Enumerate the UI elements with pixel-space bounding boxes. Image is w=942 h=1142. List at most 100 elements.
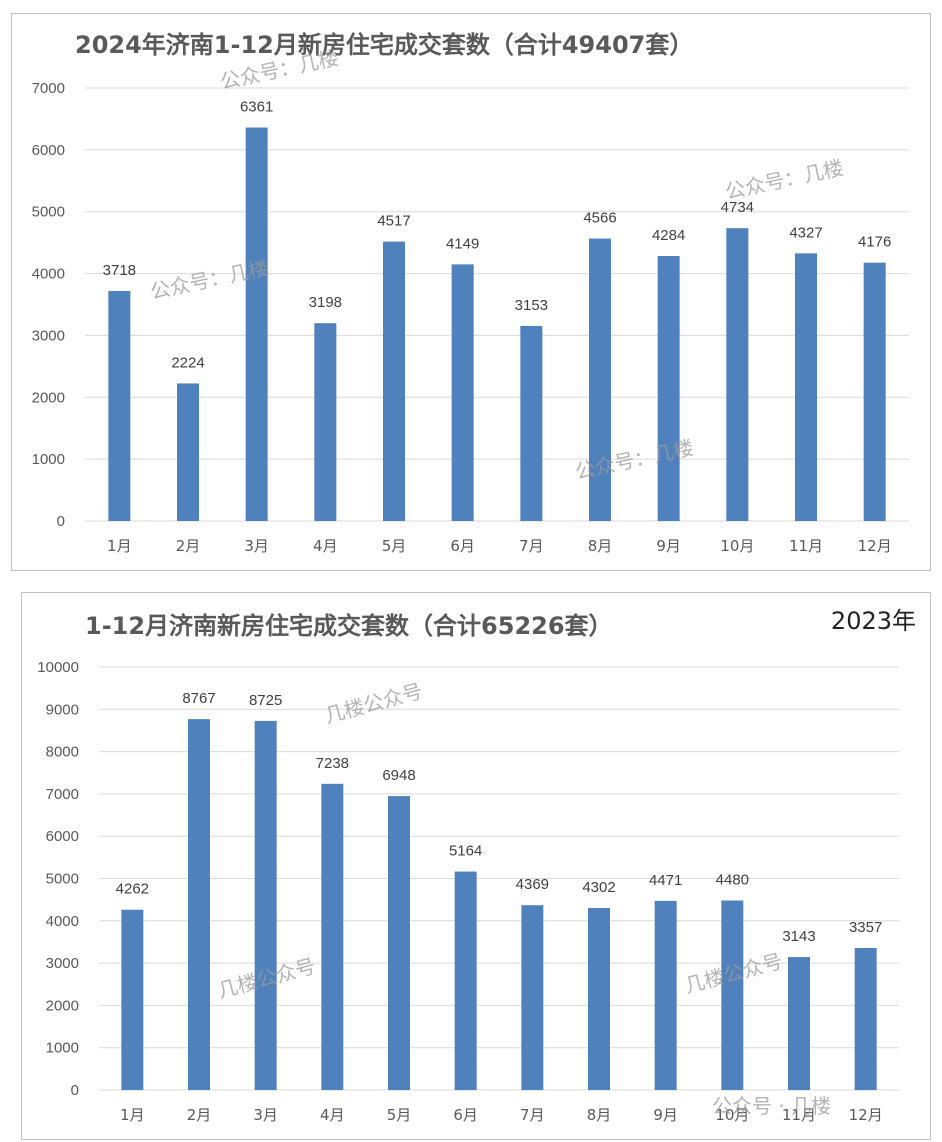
x-tick-label: 2月 xyxy=(187,1106,212,1124)
bar xyxy=(254,720,277,1090)
x-tick-label: 7月 xyxy=(519,537,544,555)
x-tick-label: 5月 xyxy=(387,1106,412,1124)
data-label: 4566 xyxy=(583,210,616,227)
data-label: 8725 xyxy=(249,692,282,709)
bar xyxy=(177,383,199,521)
x-tick-label: 12月 xyxy=(858,537,892,555)
data-label: 3153 xyxy=(515,297,548,314)
bar xyxy=(788,957,810,1090)
x-tick-label: 8月 xyxy=(588,537,613,555)
bar xyxy=(108,291,131,521)
data-label: 4480 xyxy=(716,871,749,888)
data-label: 8767 xyxy=(182,690,215,707)
data-label: 6948 xyxy=(382,767,415,784)
data-label: 4284 xyxy=(652,227,685,244)
chart-title: 1-12月济南新房住宅成交套数（合计65226套） xyxy=(85,612,613,640)
x-tick-label: 12月 xyxy=(849,1106,883,1124)
bar-chart-2024: 0 1000 2000 3000 4000 5000 6000 7000 3718 1月 2224 2… xyxy=(32,45,909,555)
bar xyxy=(795,253,817,521)
y-tick-label: 7000 xyxy=(46,786,79,803)
data-label: 3198 xyxy=(309,294,342,311)
chart-panel-2023: 1-12月济南新房住宅成交套数（合计65226套） 2023年 0 1000 200… xyxy=(21,592,931,1140)
y-tick-label: 7000 xyxy=(32,80,65,97)
bar xyxy=(388,796,410,1090)
x-tick-label: 8月 xyxy=(587,1106,612,1124)
x-tick-label: 3月 xyxy=(253,1106,278,1124)
bar xyxy=(657,256,680,521)
bar xyxy=(521,905,544,1090)
watermark-text: 公众号：几楼 xyxy=(218,45,340,93)
data-label: 7238 xyxy=(316,755,349,772)
data-label: 4734 xyxy=(721,199,754,216)
bar xyxy=(321,783,344,1090)
y-tick-label: 4000 xyxy=(46,913,79,930)
x-tick-label: 10月 xyxy=(720,537,754,555)
watermark-text: 公众号 · 几楼 xyxy=(712,1094,831,1118)
x-tick-label: 11月 xyxy=(782,1106,816,1124)
data-label: 4369 xyxy=(516,876,549,893)
y-tick-label: 0 xyxy=(57,513,65,530)
x-tick-label: 10月 xyxy=(715,1106,749,1124)
bar-chart-2023: 0 1000 2000 3000 4000 5000 6000 7000 8000 9000 100… xyxy=(37,659,899,1124)
y-tick-label: 4000 xyxy=(32,266,65,283)
data-label: 2224 xyxy=(171,354,204,371)
y-tick-label: 0 xyxy=(71,1082,79,1099)
y-tick-label: 9000 xyxy=(46,701,79,718)
data-label: 4149 xyxy=(446,235,479,252)
x-tick-label: 1月 xyxy=(120,1106,145,1124)
data-label: 3143 xyxy=(782,928,815,945)
x-tick-label: 9月 xyxy=(653,1106,678,1124)
x-tick-label: 4月 xyxy=(320,1106,345,1124)
x-tick-label: 7月 xyxy=(520,1106,545,1124)
chart-panel-2024: 2024年济南1-12月新房住宅成交套数（合计49407套） 0 1000 2000… xyxy=(11,13,931,571)
x-tick-label: 9月 xyxy=(656,537,681,555)
x-tick-label: 6月 xyxy=(450,537,475,555)
bar xyxy=(520,325,543,521)
bar xyxy=(589,238,611,521)
x-tick-label: 5月 xyxy=(382,537,407,555)
x-tick-label: 4月 xyxy=(313,537,338,555)
bar xyxy=(863,262,886,521)
data-label: 3718 xyxy=(103,262,136,279)
data-label: 4262 xyxy=(116,881,149,898)
x-tick-label: 11月 xyxy=(789,537,823,555)
bar xyxy=(654,900,677,1090)
data-label: 4176 xyxy=(858,234,891,251)
bar xyxy=(454,871,477,1090)
x-tick-label: 2月 xyxy=(176,537,201,555)
y-tick-label: 1000 xyxy=(32,451,65,468)
y-tick-label: 6000 xyxy=(32,142,65,159)
x-tick-label: 6月 xyxy=(453,1106,478,1124)
data-label: 5164 xyxy=(449,843,482,860)
bar xyxy=(383,241,405,521)
x-tick-label: 1月 xyxy=(107,537,132,555)
chart-title: 2024年济南1-12月新房住宅成交套数（合计49407套） xyxy=(75,31,694,59)
bar xyxy=(314,323,337,521)
year-label: 2023年 xyxy=(830,607,916,635)
y-tick-label: 5000 xyxy=(32,204,65,221)
y-tick-label: 6000 xyxy=(46,828,79,845)
y-tick-label: 5000 xyxy=(46,871,79,888)
y-tick-label: 10000 xyxy=(37,659,79,676)
data-label: 4517 xyxy=(377,213,410,230)
data-label: 3357 xyxy=(849,919,882,936)
x-tick-label: 3月 xyxy=(244,537,269,555)
bar xyxy=(451,264,474,521)
y-tick-label: 1000 xyxy=(46,1040,79,1057)
bar xyxy=(245,127,268,522)
bar xyxy=(721,900,744,1090)
y-tick-label: 3000 xyxy=(46,955,79,972)
y-tick-label: 3000 xyxy=(32,327,65,344)
data-label: 4327 xyxy=(789,224,822,241)
bar xyxy=(726,228,749,522)
bar xyxy=(588,908,610,1090)
data-label: 6361 xyxy=(240,99,273,116)
bar xyxy=(188,719,210,1090)
data-label: 4471 xyxy=(649,872,682,889)
bar xyxy=(854,947,877,1090)
y-tick-label: 2000 xyxy=(32,389,65,406)
bar xyxy=(121,909,144,1090)
y-tick-label: 2000 xyxy=(46,997,79,1014)
y-tick-label: 8000 xyxy=(46,744,79,761)
watermark-text: 几楼公众号 xyxy=(322,679,425,728)
